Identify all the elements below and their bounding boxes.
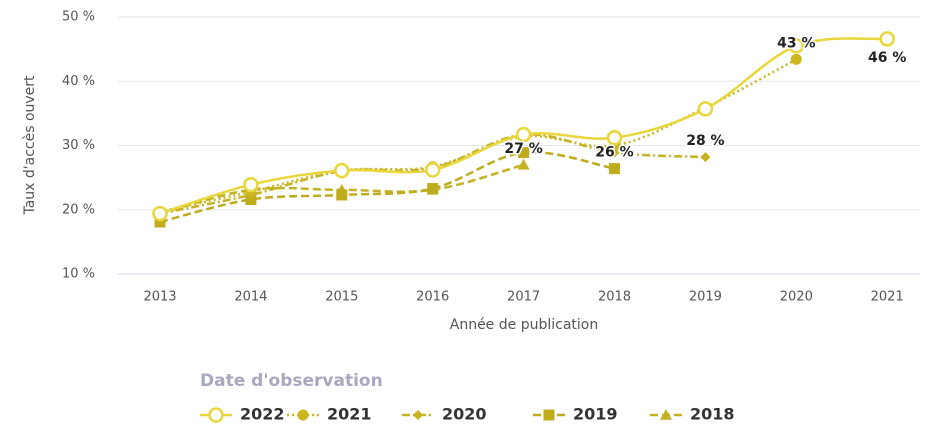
value-label: 28 %: [686, 133, 724, 149]
x-tick-label: 2014: [234, 290, 267, 305]
marker: [336, 189, 348, 201]
legend-item: 2019: [533, 405, 618, 424]
x-tick-label: 2016: [416, 290, 449, 305]
marker: [413, 410, 423, 420]
value-label: 27 %: [504, 141, 542, 157]
marker: [697, 101, 714, 117]
marker: [879, 31, 895, 47]
legend-item: 2021: [287, 405, 372, 424]
marker: [243, 176, 259, 193]
legend-item: 2022: [200, 405, 285, 424]
legend-text: 2022: [240, 405, 285, 424]
x-tick-label: 2019: [689, 290, 722, 305]
y-tick-label: 30 %: [62, 138, 95, 153]
y-tick-label: 10 %: [62, 267, 95, 282]
x-tick-label: 2017: [507, 290, 540, 305]
x-tick-label: 2015: [325, 290, 358, 305]
marker: [790, 53, 802, 65]
legend-item: 2020: [402, 405, 487, 424]
marker: [660, 409, 672, 420]
y-tick-label: 40 %: [62, 74, 95, 89]
legend-text: 2018: [690, 405, 735, 424]
marker: [208, 407, 224, 423]
x-tick-label: 2021: [871, 290, 904, 305]
marker: [700, 152, 711, 163]
legend-text: 2021: [327, 405, 372, 424]
line: [159, 150, 615, 224]
marker: [154, 216, 166, 228]
value-label: 26 %: [595, 145, 633, 161]
marker: [606, 130, 623, 146]
marker: [609, 163, 620, 175]
y-axis-title: Taux d'accès ouvert: [22, 75, 38, 216]
x-tick-label: 2018: [598, 290, 631, 305]
legend-item: 2018: [650, 405, 735, 424]
marker: [543, 409, 555, 421]
x-axis-title: Année de publication: [450, 317, 598, 333]
marker: [427, 183, 439, 195]
legend-text: 2020: [442, 405, 487, 424]
legend-text: 2019: [573, 405, 618, 424]
marker: [334, 162, 350, 179]
value-label: 43 %: [777, 35, 815, 51]
x-tick-label: 2020: [780, 290, 813, 305]
marker: [517, 158, 530, 170]
y-tick-label: 50 %: [62, 10, 95, 25]
legend-title: Date d'observation: [200, 371, 383, 391]
marker: [788, 38, 805, 54]
value-label: 46 %: [868, 50, 906, 66]
marker: [518, 147, 530, 159]
marker: [515, 126, 532, 143]
y-tick-label: 20 %: [62, 202, 95, 217]
marker: [297, 409, 309, 421]
marker: [152, 205, 168, 222]
marker: [424, 162, 441, 178]
x-tick-label: 2013: [143, 290, 176, 305]
